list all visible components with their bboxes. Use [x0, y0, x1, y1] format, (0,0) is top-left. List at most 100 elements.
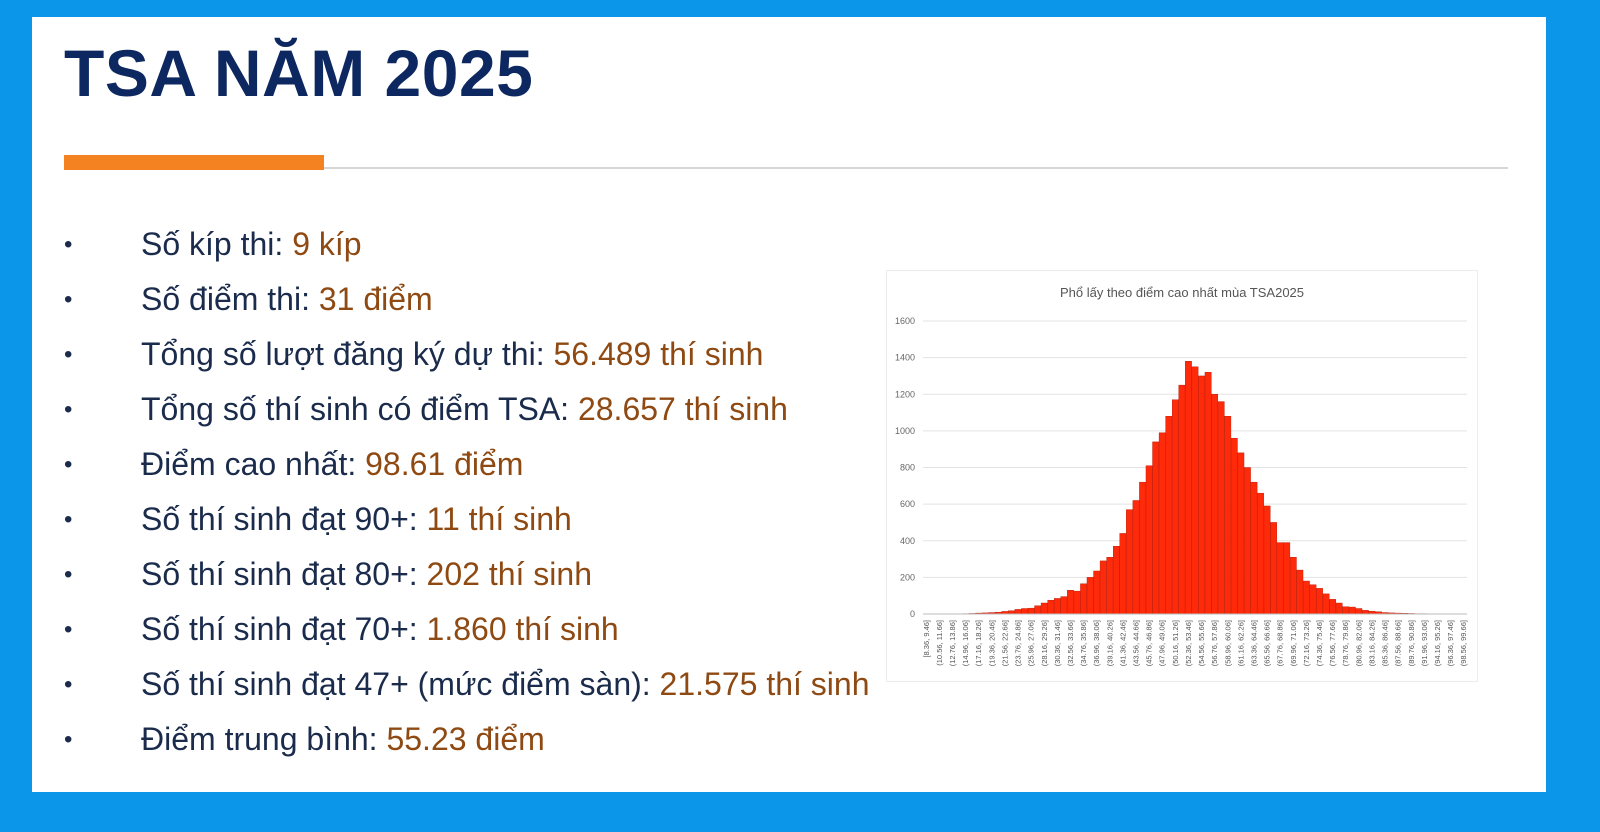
- bullet-value: 56.489 thí sinh: [553, 336, 764, 372]
- x-tick-label: (34.76, 35.86]: [1079, 620, 1088, 666]
- bar: [1158, 432, 1166, 615]
- bullet-item: Số kíp thi: 9 kíp: [64, 217, 869, 272]
- bar: [1348, 606, 1356, 615]
- bullet-value: 55.23 điểm: [386, 721, 545, 757]
- bullet-label: Số thí sinh đạt 80+:: [141, 556, 418, 592]
- x-tick-label: (83.16, 84.26]: [1367, 620, 1376, 666]
- bullet-value: 28.657 thí sinh: [577, 391, 788, 427]
- x-tick-label: (12.76, 13.86]: [948, 620, 957, 666]
- bar: [1250, 481, 1258, 615]
- bar: [1113, 546, 1120, 615]
- bar: [1316, 588, 1323, 615]
- y-tick-label: 1200: [895, 389, 915, 399]
- bullet-item: Số thí sinh đạt 70+: 1.860 thí sinh: [64, 602, 869, 657]
- bar: [1191, 366, 1199, 615]
- bar: [1119, 533, 1127, 615]
- bar: [1027, 607, 1035, 615]
- bar: [1093, 570, 1101, 615]
- bar: [1362, 610, 1369, 615]
- bar: [1021, 608, 1028, 615]
- x-tick-label: [8.36, 9.46]: [922, 620, 931, 658]
- bar: [1204, 372, 1212, 615]
- x-tick-label: (63.36, 64.46]: [1249, 620, 1258, 666]
- bar: [1152, 441, 1160, 615]
- x-tick-label: (91.96, 93.06]: [1420, 620, 1429, 666]
- bar: [1198, 375, 1205, 615]
- bar: [1014, 609, 1022, 615]
- x-tick-label: (80.96, 82.06]: [1354, 620, 1363, 666]
- y-tick-label: 200: [900, 572, 915, 582]
- bar: [1126, 509, 1133, 615]
- bar: [1244, 467, 1251, 615]
- x-tick-label: (10.56, 11.66]: [935, 620, 944, 666]
- bar: [1060, 596, 1068, 615]
- x-tick-label: (23.76, 24.86]: [1014, 620, 1023, 666]
- chart: Phổ lấy theo điểm cao nhất mùa TSA2025 0…: [886, 270, 1478, 682]
- bullet-value: 11 thí sinh: [426, 501, 572, 537]
- x-tick-label: (32.56, 33.66]: [1066, 620, 1075, 666]
- x-tick-label: (36.96, 38.06]: [1092, 620, 1101, 666]
- x-tick-label: (47.96, 49.06]: [1158, 620, 1167, 666]
- bullet-label: Tổng số lượt đăng ký dự thi:: [141, 336, 545, 372]
- x-tick-label: (72.16, 73.26]: [1302, 620, 1311, 666]
- bullet-label: Số thí sinh đạt 47+ (mức điểm sàn):: [141, 666, 651, 702]
- x-tick-label: (25.96, 27.06]: [1027, 620, 1036, 666]
- bar: [1099, 560, 1107, 615]
- bar: [1145, 465, 1153, 615]
- x-tick-label: (96.36, 97.46]: [1446, 620, 1455, 666]
- bar: [1211, 394, 1219, 615]
- y-tick-label: 0: [910, 609, 915, 619]
- bar: [1355, 608, 1363, 615]
- bullet-value: 202 thí sinh: [426, 556, 592, 592]
- bar: [1289, 557, 1297, 615]
- x-tick-label: (69.96, 71.06]: [1289, 620, 1298, 666]
- slide-title: TSA NĂM 2025: [64, 36, 534, 110]
- x-tick-label: (30.36, 31.46]: [1053, 620, 1062, 666]
- bar: [1257, 492, 1264, 615]
- x-tick-label: (94.16, 95.26]: [1433, 620, 1442, 666]
- bullet-item: Điểm cao nhất: 98.61 điểm: [64, 437, 869, 492]
- bullet-label: Điểm trung bình:: [141, 721, 378, 757]
- bullet-value: 31 điểm: [318, 281, 433, 317]
- bullet-label: Số thí sinh đạt 70+:: [141, 611, 418, 647]
- bullet-value: 1.860 thí sinh: [426, 611, 619, 647]
- bullet-value: 21.575 thí sinh: [659, 666, 870, 702]
- bullet-label: Số thí sinh đạt 90+:: [141, 501, 418, 537]
- x-tick-label: (56.76, 57.86]: [1210, 620, 1219, 666]
- bar: [1106, 557, 1114, 615]
- x-tick-label: (54.56, 55.66]: [1197, 620, 1206, 666]
- chart-title: Phổ lấy theo điểm cao nhất mùa TSA2025: [1060, 285, 1304, 300]
- bar: [1132, 500, 1140, 615]
- x-tick-label: (65.56, 66.66]: [1263, 620, 1272, 666]
- y-tick-label: 1400: [895, 353, 915, 363]
- x-tick-label: (58.96, 60.06]: [1223, 620, 1232, 666]
- bar: [1185, 361, 1192, 615]
- x-tick-label: (67.76, 68.86]: [1276, 620, 1285, 666]
- bar: [1342, 606, 1350, 615]
- bullet-item: Số điểm thi: 31 điểm: [64, 272, 869, 327]
- bullet-item: Số thí sinh đạt 80+: 202 thí sinh: [64, 547, 869, 602]
- bar: [1165, 416, 1173, 615]
- bar: [1086, 577, 1094, 615]
- x-tick-label: (41.36, 42.46]: [1118, 620, 1127, 666]
- x-tick-label: (45.76, 46.86]: [1145, 620, 1154, 666]
- bar: [1073, 590, 1081, 615]
- bullet-label: Số điểm thi:: [141, 281, 310, 317]
- x-tick-label: (28.16, 29.26]: [1040, 620, 1049, 666]
- bar: [1217, 401, 1225, 615]
- x-tick-label: (17.16, 18.26]: [974, 620, 983, 666]
- bar: [1303, 580, 1310, 615]
- x-tick-label: (19.36, 20.46]: [987, 620, 996, 666]
- bullet-value: 98.61 điểm: [365, 446, 524, 482]
- y-tick-label: 1000: [895, 426, 915, 436]
- bar: [1047, 600, 1055, 615]
- x-tick-label: (98.56, 99.66]: [1459, 620, 1468, 666]
- bar: [1178, 384, 1186, 615]
- bar: [1296, 569, 1304, 615]
- bar: [1040, 602, 1048, 615]
- bar: [1034, 605, 1042, 615]
- bullet-label: Số kíp thi:: [141, 226, 284, 262]
- accent-bar: [64, 155, 324, 170]
- bar: [1067, 589, 1074, 615]
